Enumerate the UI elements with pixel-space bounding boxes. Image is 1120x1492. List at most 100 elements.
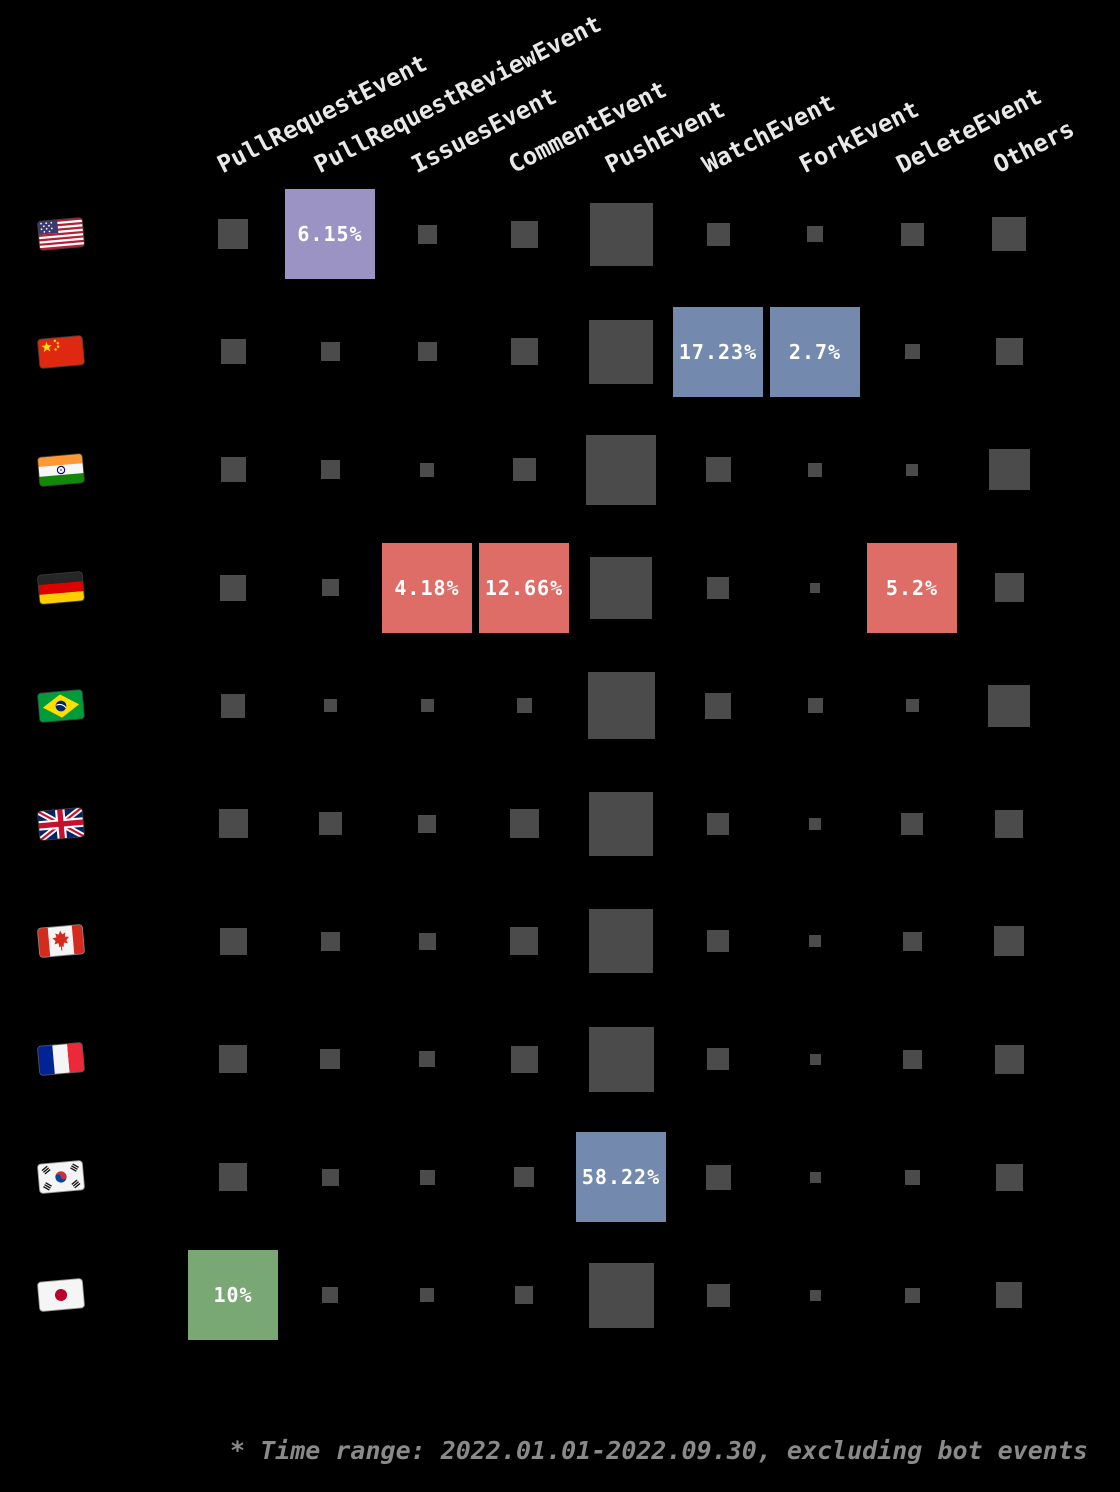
cell-de-pullrequestevent [220, 574, 246, 601]
cell-jp-watchevent [706, 1283, 730, 1307]
cell-fr-commentevent [510, 1045, 538, 1073]
cell-gb-pullrequestevent [218, 809, 248, 838]
cell-de-pullrequestreviewevent [321, 579, 339, 597]
cell-jp-pushevent [588, 1262, 654, 1328]
flag-cn-icon [33, 331, 88, 373]
cell-br-pullrequestreviewevent [323, 699, 337, 713]
cell-fr-others [994, 1044, 1024, 1074]
cell-in-others [988, 449, 1030, 491]
cell-jp-deleteevent [904, 1287, 920, 1303]
cell-us-watchevent [706, 222, 730, 246]
highlight-cell-kr-pushevent: 58.22% [576, 1132, 666, 1223]
flag-ca-icon [33, 920, 88, 962]
cell-de-watchevent [707, 576, 729, 599]
cell-in-forkevent [808, 462, 822, 477]
cell-de-pushevent [590, 556, 652, 619]
cell-cn-deleteevent [904, 344, 920, 360]
cell-us-pushevent [589, 202, 653, 266]
footnote: * Time range: 2022.01.01-2022.09.30, exc… [230, 1436, 1088, 1465]
highlight-cell-us-pullrequestreviewevent: 6.15% [285, 189, 375, 279]
cell-gb-others [995, 809, 1023, 838]
cell-br-commentevent [516, 698, 532, 714]
flag-jp-icon [33, 1274, 88, 1316]
cell-br-others [988, 684, 1030, 727]
cell-gb-deleteevent [901, 812, 923, 835]
cell-gb-issuesevent [418, 814, 436, 833]
flag-kr-icon [33, 1156, 88, 1198]
highlight-cell-jp-pullrequestevent: 10% [188, 1250, 278, 1341]
highlight-value-label: 12.66% [484, 575, 564, 600]
highlight-cell-de-deleteevent: 5.2% [867, 542, 957, 633]
cell-kr-watchevent [705, 1164, 731, 1190]
cell-jp-commentevent [515, 1286, 533, 1305]
cell-us-others [992, 217, 1026, 251]
cell-gb-pushevent [589, 791, 653, 856]
cell-cn-pushevent [589, 319, 653, 384]
cell-in-issuesevent [420, 462, 434, 477]
cell-ca-deleteevent [902, 931, 922, 951]
cell-us-forkevent [807, 226, 823, 242]
highlight-value-label: 5.2% [885, 575, 939, 600]
cell-fr-forkevent [809, 1053, 821, 1065]
cell-de-others [994, 573, 1024, 603]
flag-gb-icon [33, 802, 88, 844]
cell-cn-others [995, 338, 1023, 366]
cell-fr-issuesevent [419, 1051, 435, 1068]
cell-gb-watchevent [707, 812, 729, 835]
cell-br-deleteevent [905, 699, 919, 713]
cell-ca-others [994, 926, 1024, 957]
cell-br-pullrequestevent [221, 693, 245, 718]
highlight-cell-de-commentevent: 12.66% [479, 542, 569, 633]
cell-in-watchevent [705, 457, 731, 483]
cell-us-pullrequestevent [218, 219, 248, 249]
cell-kr-pullrequestevent [219, 1163, 247, 1192]
cell-ca-pullrequestreviewevent [320, 931, 340, 951]
highlight-value-label: 6.15% [297, 222, 363, 246]
cell-fr-watchevent [707, 1048, 729, 1071]
cell-fr-deleteevent [902, 1049, 922, 1069]
cell-fr-pullrequestevent [219, 1045, 247, 1074]
cell-gb-pullrequestreviewevent [318, 812, 342, 835]
cell-cn-pullrequestreviewevent [320, 342, 340, 362]
cell-br-pushevent [587, 672, 655, 740]
cell-kr-issuesevent [419, 1169, 435, 1185]
cell-jp-pullrequestreviewevent [322, 1287, 338, 1304]
cell-fr-pushevent [588, 1026, 654, 1092]
cell-kr-commentevent [514, 1167, 534, 1188]
cell-ca-forkevent [809, 935, 821, 948]
cell-ca-commentevent [510, 927, 538, 956]
highlight-value-label: 17.23% [678, 339, 758, 364]
cell-us-issuesevent [417, 224, 437, 244]
cell-in-deleteevent [906, 463, 918, 476]
cell-jp-issuesevent [420, 1288, 434, 1303]
highlight-cell-de-issuesevent: 4.18% [382, 542, 472, 633]
cell-br-watchevent [705, 692, 731, 719]
cell-ca-watchevent [707, 930, 729, 953]
cell-kr-deleteevent [904, 1169, 920, 1185]
flag-de-icon [33, 566, 88, 608]
highlight-cell-cn-forkevent: 2.7% [770, 306, 860, 397]
cell-ca-issuesevent [418, 932, 436, 950]
cell-ca-pushevent [589, 909, 653, 974]
cell-jp-forkevent [809, 1289, 821, 1301]
cell-in-pullrequestreviewevent [320, 460, 340, 480]
highlight-value-label: 58.22% [581, 1165, 661, 1190]
cell-fr-pullrequestreviewevent [320, 1049, 340, 1070]
cell-ca-pullrequestevent [219, 927, 247, 955]
cell-in-pullrequestevent [220, 457, 246, 483]
flag-in-icon [33, 449, 88, 491]
cell-br-forkevent [807, 698, 823, 714]
cell-kr-others [995, 1163, 1023, 1191]
flag-br-icon [33, 684, 88, 726]
cell-kr-forkevent [809, 1171, 821, 1183]
cell-jp-others [996, 1282, 1022, 1309]
cell-gb-forkevent [809, 817, 821, 830]
cell-us-deleteevent [900, 222, 924, 246]
cell-de-forkevent [810, 582, 820, 593]
cell-gb-commentevent [509, 809, 539, 838]
cell-cn-commentevent [510, 338, 538, 366]
cell-br-issuesevent [420, 699, 434, 713]
highlight-value-label: 10% [213, 1283, 253, 1308]
cell-in-pushevent [586, 434, 656, 505]
